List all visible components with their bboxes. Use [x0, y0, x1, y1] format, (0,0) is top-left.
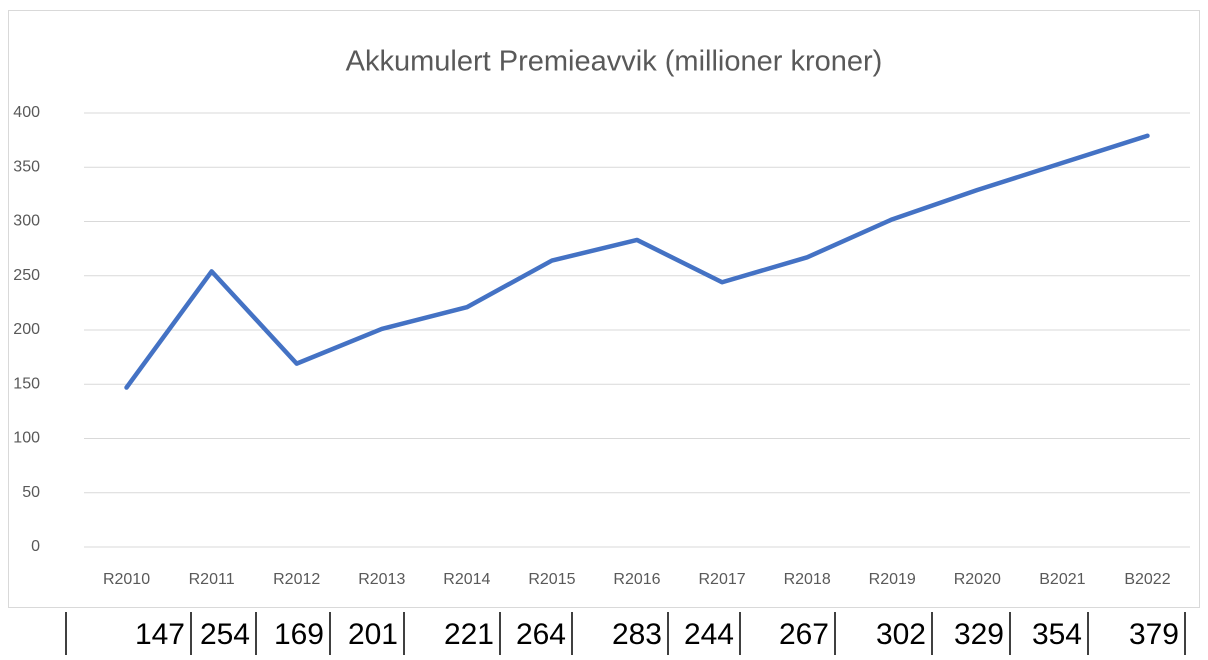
table-value: 201 — [348, 618, 398, 651]
table-value: 221 — [444, 618, 494, 651]
x-tick-label: R2020 — [954, 571, 1001, 588]
x-tick-label: B2021 — [1039, 571, 1085, 588]
x-tick-label: R2011 — [189, 571, 235, 588]
y-tick-label: 100 — [13, 430, 40, 447]
table-value: 329 — [954, 618, 1004, 651]
x-tick-label: R2017 — [698, 571, 745, 588]
y-tick-label: 300 — [13, 213, 40, 230]
x-tick-label: R2015 — [528, 571, 575, 588]
x-tick-label: R2016 — [613, 571, 660, 588]
table-value: 147 — [135, 618, 185, 651]
y-tick-label: 150 — [13, 375, 40, 392]
table-value: 354 — [1032, 618, 1082, 651]
y-tick-label: 50 — [22, 484, 40, 501]
table-value: 283 — [612, 618, 662, 651]
table-value: 264 — [516, 618, 566, 651]
x-tick-label: R2010 — [103, 571, 150, 588]
table-value: 267 — [779, 618, 829, 651]
y-tick-label: 200 — [13, 321, 40, 338]
chart-frame — [8, 10, 1200, 608]
y-tick-label: 350 — [13, 158, 40, 175]
table-value: 169 — [274, 618, 324, 651]
x-tick-label: R2013 — [358, 571, 405, 588]
data-line — [124, 133, 1150, 390]
x-tick-label: B2022 — [1124, 571, 1170, 588]
x-tick-label: R2014 — [443, 571, 490, 588]
chart-title: Akkumulert Premieavvik (millioner kroner… — [346, 46, 883, 78]
table-value: 244 — [684, 618, 734, 651]
x-tick-label: R2019 — [869, 571, 916, 588]
table-value: 254 — [200, 618, 250, 651]
x-tick-label: R2012 — [273, 571, 320, 588]
y-tick-label: 250 — [13, 267, 40, 284]
y-tick-label: 0 — [31, 538, 40, 555]
y-tick-label: 400 — [13, 104, 40, 121]
table-value: 302 — [876, 618, 926, 651]
x-tick-label: R2018 — [784, 571, 831, 588]
table-value: 379 — [1129, 618, 1179, 651]
